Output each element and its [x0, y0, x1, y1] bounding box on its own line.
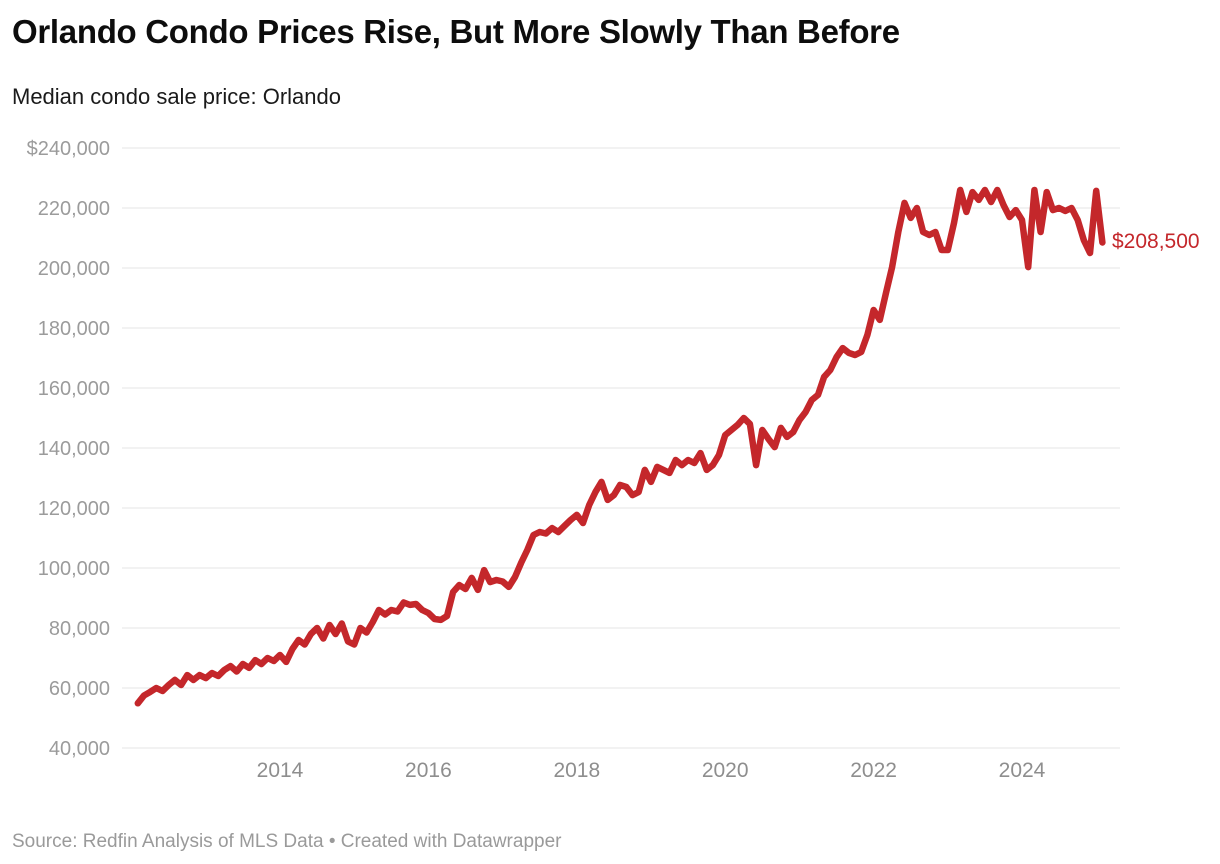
y-axis-tick-label: 140,000 [38, 438, 110, 460]
y-axis-tick-label: 120,000 [38, 498, 110, 520]
y-axis-tick-label: 60,000 [49, 678, 110, 700]
median-price-line [134, 186, 1106, 707]
chart-subtitle: Median condo sale price: Orlando [12, 84, 341, 109]
x-axis-tick-label: 2020 [702, 759, 749, 782]
source-attribution: Source: Redfin Analysis of MLS Data • Cr… [12, 831, 562, 852]
end-value-label: $208,500 [1112, 230, 1200, 253]
x-axis-tick-label: 2018 [553, 759, 600, 782]
y-axis-tick-label: 80,000 [49, 618, 110, 640]
y-axis-tick-label: 220,000 [38, 198, 110, 220]
y-axis-tick-label: $240,000 [27, 138, 110, 160]
y-axis-tick-label: 40,000 [49, 738, 110, 760]
x-axis-tick-label: 2016 [405, 759, 452, 782]
y-axis-tick-label: 180,000 [38, 318, 110, 340]
x-axis-tick-label: 2014 [257, 759, 304, 782]
y-axis-tick-label: 200,000 [38, 258, 110, 280]
x-axis-tick-label: 2024 [999, 759, 1046, 782]
chart-title: Orlando Condo Prices Rise, But More Slow… [12, 13, 900, 50]
x-axis-tick-label: 2022 [850, 759, 897, 782]
y-axis-tick-label: 100,000 [38, 558, 110, 580]
y-axis-tick-label: 160,000 [38, 378, 110, 400]
